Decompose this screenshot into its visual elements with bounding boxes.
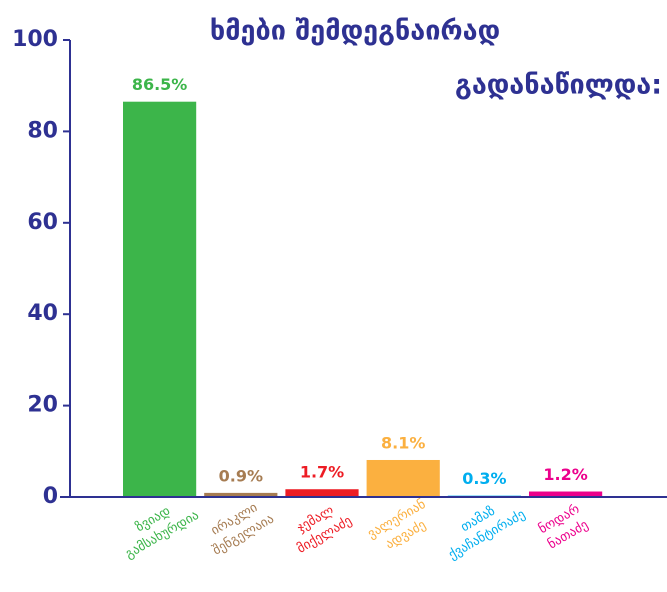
bar [285, 489, 359, 497]
x-tick-label: თამაზქვაჩანტირაძე [437, 491, 528, 562]
x-tick-label: ზვიადგამსახურდია [114, 492, 202, 562]
value-label: 1.7% [300, 463, 344, 482]
x-tick-label: ჯემალმიქელაძე [285, 497, 354, 556]
value-label: 0.3% [462, 469, 506, 488]
value-label: 86.5% [132, 75, 188, 94]
bar [204, 492, 278, 497]
y-tick-label: 80 [27, 118, 58, 143]
value-label: 8.1% [381, 433, 425, 452]
chart-title: გადანაწილდა: [455, 70, 662, 101]
value-label: 1.2% [543, 465, 587, 484]
x-tick-label: ირაკლიშენგელაია [201, 495, 276, 558]
chart-title: ხმები შემდეგნაირად [210, 16, 500, 47]
x-tick-label: ვალერიანადვაძე [365, 496, 437, 557]
y-tick-label: 40 [27, 301, 58, 326]
value-label: 0.9% [219, 466, 263, 485]
x-tick-label: ნოდარნათაძე [536, 501, 591, 552]
y-tick-label: 20 [27, 393, 58, 418]
y-tick-label: 60 [27, 210, 58, 235]
bar [123, 101, 197, 497]
y-tick-label: 100 [12, 27, 58, 52]
bar [366, 459, 440, 497]
bar [529, 491, 603, 497]
y-tick-label: 0 [43, 484, 58, 509]
